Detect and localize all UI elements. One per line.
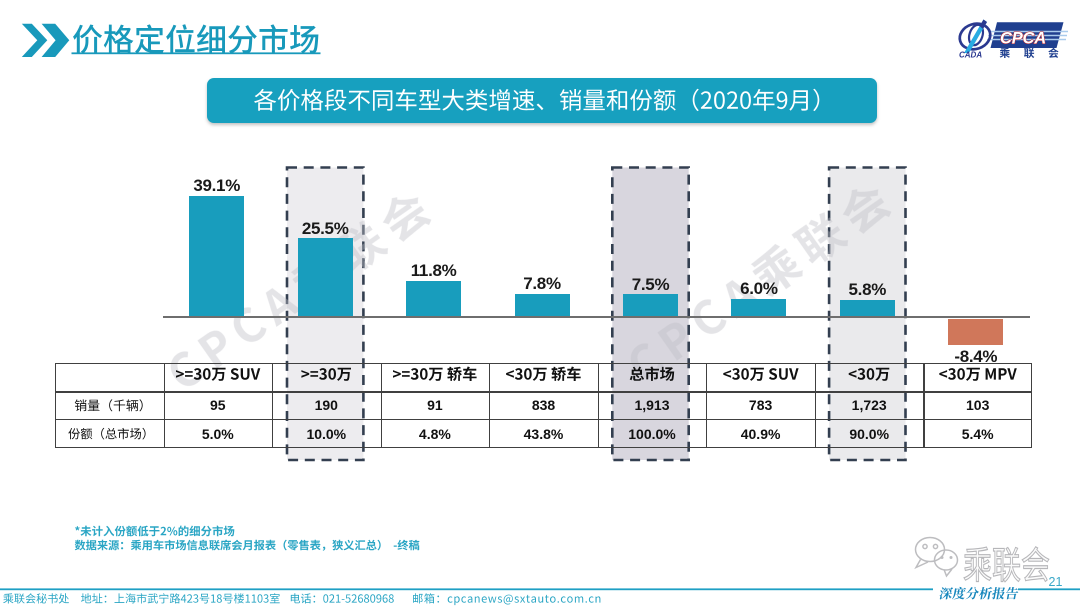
svg-text:CPCA: CPCA xyxy=(1000,30,1046,48)
svg-text:CADA: CADA xyxy=(959,51,982,60)
